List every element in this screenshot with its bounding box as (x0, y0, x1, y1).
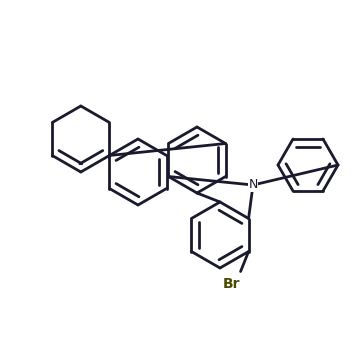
Text: Br: Br (223, 277, 240, 291)
Text: N: N (248, 178, 258, 191)
